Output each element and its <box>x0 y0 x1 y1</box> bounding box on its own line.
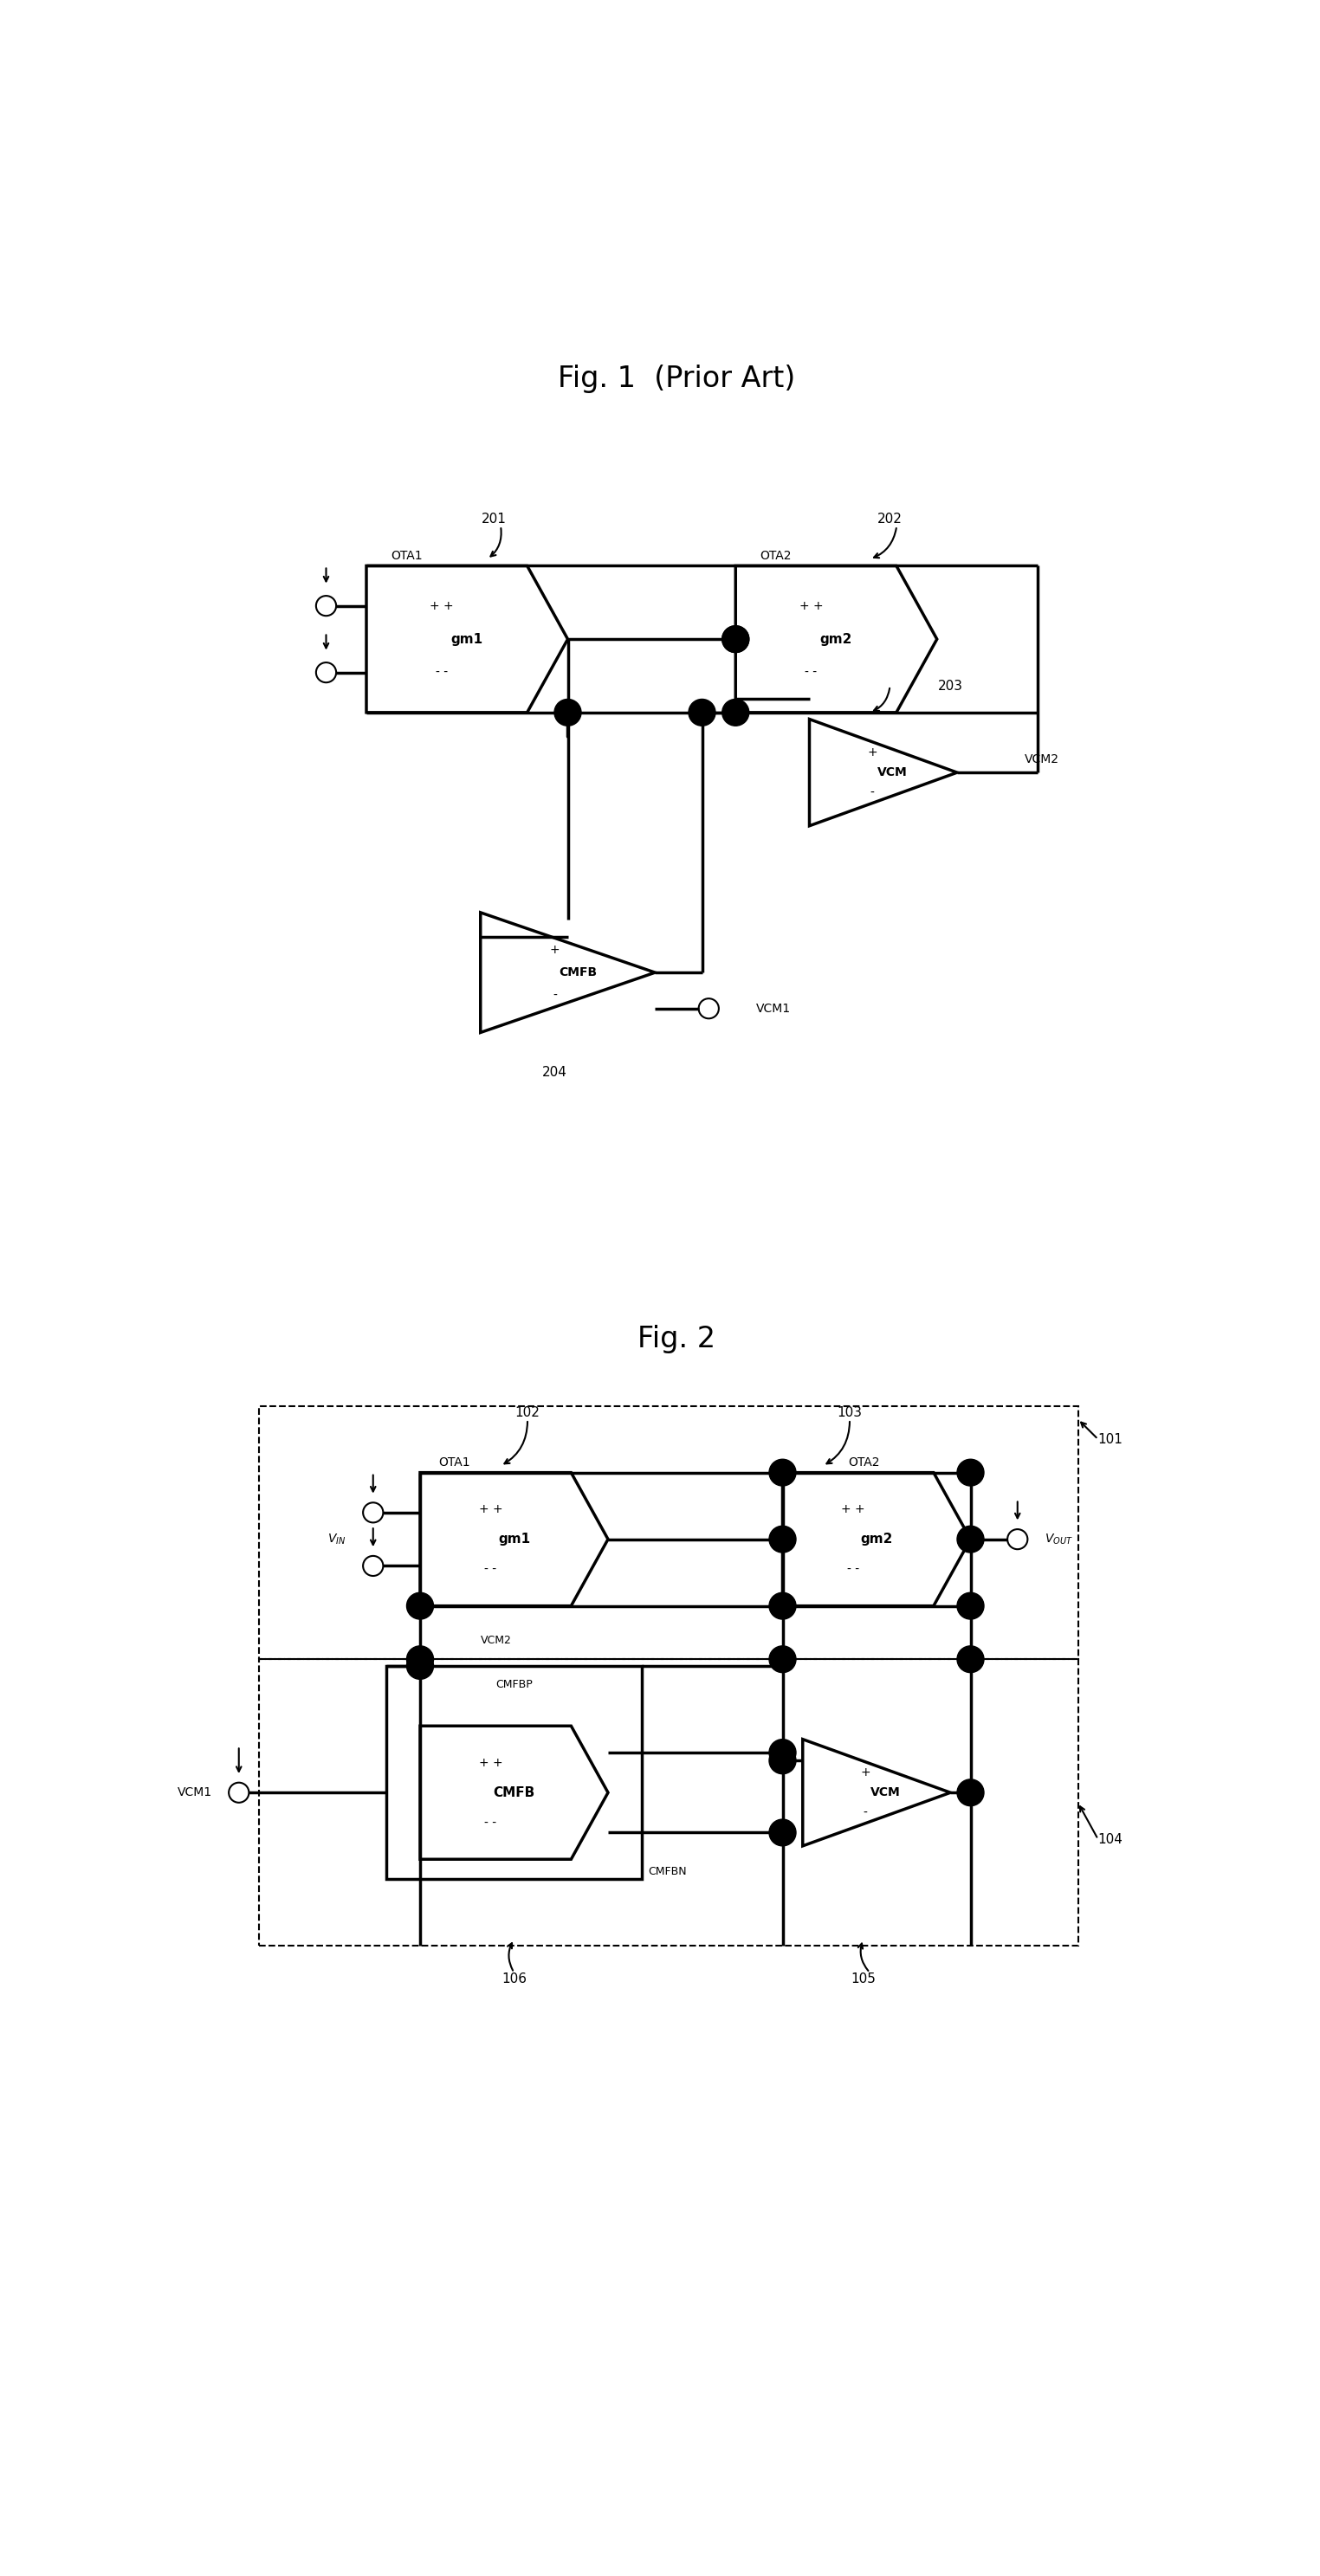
Text: VCM: VCM <box>876 768 907 778</box>
Text: - -: - - <box>484 1816 496 1829</box>
Text: gm2: gm2 <box>861 1533 892 1546</box>
Text: 103: 103 <box>837 1406 862 1419</box>
Text: CMFB: CMFB <box>560 966 598 979</box>
Text: $V_{IN}$: $V_{IN}$ <box>327 1533 346 1546</box>
Circle shape <box>407 1646 433 1672</box>
Text: 101: 101 <box>1098 1432 1123 1445</box>
Text: - -: - - <box>436 667 447 677</box>
Text: VCM1: VCM1 <box>177 1788 213 1798</box>
Circle shape <box>770 1592 796 1620</box>
Text: +: + <box>549 943 560 956</box>
Circle shape <box>407 1592 433 1620</box>
Circle shape <box>722 626 748 652</box>
Text: gm2: gm2 <box>820 634 853 647</box>
Text: OTA1: OTA1 <box>391 549 422 562</box>
Text: gm1: gm1 <box>498 1533 531 1546</box>
Text: 104: 104 <box>1098 1832 1123 1847</box>
Text: + +: + + <box>841 1504 865 1515</box>
Circle shape <box>554 698 581 726</box>
Circle shape <box>770 1739 796 1767</box>
Text: +: + <box>861 1767 870 1777</box>
Text: CMFB: CMFB <box>494 1785 535 1798</box>
Text: gm1: gm1 <box>451 634 483 647</box>
Bar <box>387 1667 642 1880</box>
Circle shape <box>957 1780 983 1806</box>
Text: 202: 202 <box>878 513 903 526</box>
Circle shape <box>957 1646 983 1672</box>
Text: VCM2: VCM2 <box>1024 752 1059 765</box>
Circle shape <box>957 1592 983 1620</box>
Circle shape <box>770 1646 796 1672</box>
Circle shape <box>770 1747 796 1775</box>
Text: 102: 102 <box>515 1406 540 1419</box>
Text: VCM2: VCM2 <box>480 1636 512 1646</box>
Text: OTA2: OTA2 <box>760 549 792 562</box>
Text: VCM: VCM <box>870 1788 900 1798</box>
Circle shape <box>770 1458 796 1486</box>
Text: + +: + + <box>479 1757 503 1770</box>
Text: 201: 201 <box>482 513 507 526</box>
Text: Fig. 2: Fig. 2 <box>638 1324 715 1352</box>
Text: + +: + + <box>430 600 454 613</box>
Text: 105: 105 <box>850 1973 875 1986</box>
Text: VCM1: VCM1 <box>756 1002 791 1015</box>
Text: + +: + + <box>479 1504 503 1515</box>
Circle shape <box>770 1819 796 1847</box>
Text: 203: 203 <box>937 680 962 693</box>
Text: $V_{OUT}$: $V_{OUT}$ <box>1044 1533 1073 1546</box>
Text: 204: 204 <box>541 1066 566 1079</box>
Text: - -: - - <box>484 1564 496 1577</box>
Text: -: - <box>870 786 874 799</box>
Circle shape <box>722 626 748 652</box>
Text: +: + <box>867 747 878 757</box>
Circle shape <box>722 698 748 726</box>
Circle shape <box>689 698 715 726</box>
Circle shape <box>407 1654 433 1680</box>
Text: 106: 106 <box>502 1973 527 1986</box>
Circle shape <box>957 1525 983 1553</box>
Text: + +: + + <box>799 600 824 613</box>
Circle shape <box>957 1458 983 1486</box>
Text: -: - <box>553 989 557 1002</box>
Circle shape <box>770 1525 796 1553</box>
Text: OTA1: OTA1 <box>438 1455 471 1468</box>
Text: CMFBN: CMFBN <box>648 1865 686 1878</box>
Text: CMFBP: CMFBP <box>495 1680 532 1690</box>
Text: Fig. 1  (Prior Art): Fig. 1 (Prior Art) <box>558 366 795 394</box>
Text: - -: - - <box>805 667 817 677</box>
Text: - -: - - <box>847 1564 859 1577</box>
Text: -: - <box>863 1806 867 1819</box>
Text: OTA2: OTA2 <box>849 1455 880 1468</box>
